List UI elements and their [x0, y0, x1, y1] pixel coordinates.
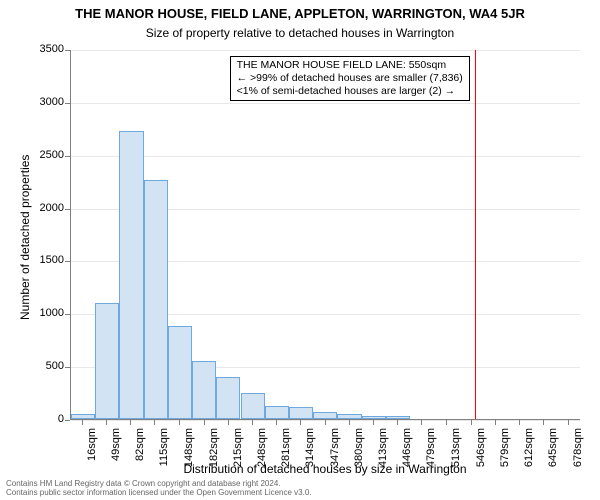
x-tick-label: 248sqm [256, 428, 268, 478]
y-tick-label: 1000 [4, 307, 64, 319]
y-axis-label: Number of detached properties [18, 155, 32, 320]
x-tick-label: 413sqm [377, 428, 389, 478]
y-tick-label: 0 [4, 413, 64, 425]
y-tick-mark [65, 367, 70, 368]
x-tick-mark [495, 420, 496, 425]
x-tick-mark [568, 420, 569, 425]
histogram-bar [216, 377, 240, 419]
chart-title: THE MANOR HOUSE, FIELD LANE, APPLETON, W… [0, 6, 600, 21]
x-tick-label: 281sqm [280, 428, 292, 478]
histogram-bar [386, 416, 410, 419]
x-tick-mark [179, 420, 180, 425]
chart-container: THE MANOR HOUSE, FIELD LANE, APPLETON, W… [0, 0, 600, 500]
x-tick-mark [349, 420, 350, 425]
annotation-box: THE MANOR HOUSE FIELD LANE: 550sqm ← >99… [230, 56, 470, 101]
marker-line [475, 50, 476, 419]
x-tick-label: 612sqm [523, 428, 535, 478]
y-tick-mark [65, 156, 70, 157]
annotation-line1: THE MANOR HOUSE FIELD LANE: 550sqm [237, 59, 463, 72]
histogram-bar [119, 131, 143, 419]
y-tick-mark [65, 50, 70, 51]
annotation-line3: <1% of semi-detached houses are larger (… [237, 85, 463, 98]
histogram-bar [71, 414, 95, 419]
x-tick-mark [204, 420, 205, 425]
grid-line [71, 103, 580, 104]
y-tick-label: 3000 [4, 96, 64, 108]
x-tick-label: 645sqm [547, 428, 559, 478]
x-tick-mark [421, 420, 422, 425]
x-tick-label: 182sqm [208, 428, 220, 478]
y-tick-label: 1500 [4, 254, 64, 266]
x-tick-label: 678sqm [572, 428, 584, 478]
x-tick-mark [519, 420, 520, 425]
histogram-bar [362, 416, 386, 419]
histogram-bar [241, 393, 265, 419]
y-tick-label: 3500 [4, 43, 64, 55]
x-tick-label: 546sqm [475, 428, 487, 478]
x-tick-mark [300, 420, 301, 425]
x-tick-mark [543, 420, 544, 425]
y-tick-mark [65, 314, 70, 315]
x-tick-label: 16sqm [86, 428, 98, 478]
x-tick-mark [471, 420, 472, 425]
x-tick-mark [228, 420, 229, 425]
x-tick-label: 49sqm [110, 428, 122, 478]
grid-line [71, 156, 580, 157]
x-tick-mark [154, 420, 155, 425]
x-tick-label: 347sqm [329, 428, 341, 478]
x-tick-label: 513sqm [450, 428, 462, 478]
x-tick-mark [130, 420, 131, 425]
x-tick-mark [325, 420, 326, 425]
x-tick-mark [252, 420, 253, 425]
y-tick-mark [65, 420, 70, 421]
x-tick-mark [373, 420, 374, 425]
histogram-bar [313, 412, 337, 419]
histogram-bar [95, 303, 119, 419]
x-tick-mark [276, 420, 277, 425]
grid-line [71, 50, 580, 51]
attribution-line2: Contains public sector information licen… [6, 489, 312, 498]
histogram-bar [144, 180, 168, 419]
annotation-line2: ← >99% of detached houses are smaller (7… [237, 72, 463, 85]
y-tick-label: 2000 [4, 202, 64, 214]
histogram-bar [289, 407, 313, 419]
chart-subtitle: Size of property relative to detached ho… [0, 26, 600, 40]
x-tick-label: 479sqm [425, 428, 437, 478]
x-tick-mark [446, 420, 447, 425]
histogram-bar [337, 414, 361, 419]
x-tick-label: 314sqm [304, 428, 316, 478]
plot-area [70, 50, 580, 420]
x-tick-label: 446sqm [401, 428, 413, 478]
x-tick-mark [82, 420, 83, 425]
histogram-bar [168, 326, 192, 419]
x-tick-label: 148sqm [183, 428, 195, 478]
y-tick-mark [65, 261, 70, 262]
x-tick-label: 82sqm [134, 428, 146, 478]
histogram-bar [192, 361, 216, 419]
histogram-bar [265, 406, 289, 419]
x-tick-label: 579sqm [499, 428, 511, 478]
x-tick-mark [106, 420, 107, 425]
attribution: Contains HM Land Registry data © Crown c… [6, 480, 312, 498]
y-tick-mark [65, 209, 70, 210]
x-tick-label: 380sqm [353, 428, 365, 478]
y-tick-label: 500 [4, 360, 64, 372]
y-tick-label: 2500 [4, 149, 64, 161]
y-tick-mark [65, 103, 70, 104]
x-tick-label: 115sqm [158, 428, 170, 478]
x-tick-label: 215sqm [232, 428, 244, 478]
x-tick-mark [397, 420, 398, 425]
